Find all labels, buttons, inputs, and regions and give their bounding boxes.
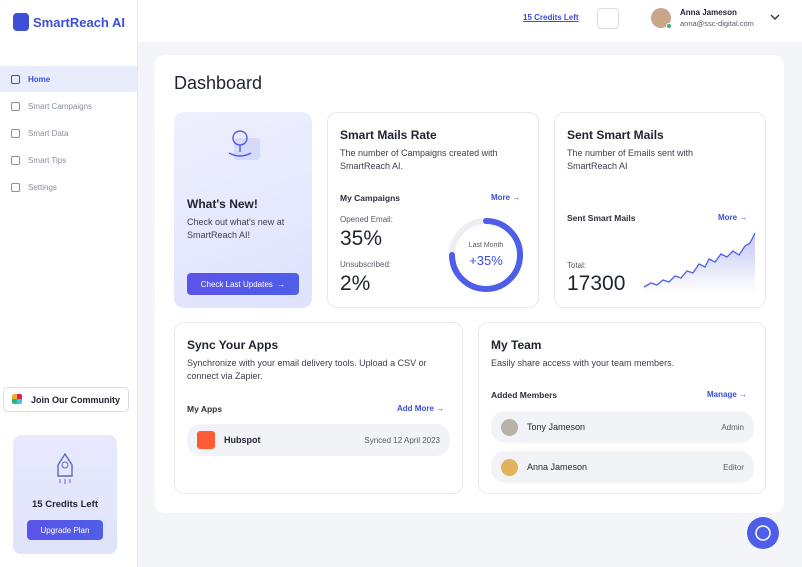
card-text: Easily share access with your team membe… [491,358,675,368]
stat-value: 35% [340,227,383,250]
card-text: Synchronize with your email delivery too… [187,358,427,381]
page-title: Dashboard [174,73,263,93]
my-team-card: My Team Easily share access with your te… [478,322,766,494]
user-menu-toggle[interactable] [770,13,780,21]
section-title: Sent Smart Mails [567,213,636,223]
slack-icon [12,394,22,404]
nav-label: Smart Data [28,128,69,138]
app-status: Synced 12 April 2023 [364,435,440,445]
app-name: Hubspot [224,435,261,445]
button-label: Check Last Updates [200,279,273,289]
credits-text: 15 Credits Left [32,499,98,510]
section-title: My Apps [187,404,223,414]
stat-value: 17300 [567,272,626,295]
card-title: Smart Mails Rate [340,128,437,142]
section-title: My Campaigns [340,193,400,203]
member-avatar [501,418,518,436]
nav-icon [11,74,20,84]
progress-ring [449,218,523,292]
notification-button[interactable] [597,8,619,29]
credits-link[interactable]: 15 Credits Left [523,13,579,22]
sync-apps-card: Sync Your Apps Synchronize with your ema… [174,322,463,494]
card-title: Sync Your Apps [187,338,279,352]
nav-icon [11,182,20,192]
nav-label: Smart Tips [28,155,67,165]
nav-item[interactable]: Smart Tips [0,147,137,173]
whats-new-card: What's New! Check out what's new at Smar… [174,112,312,308]
member-avatar [501,458,518,476]
link-label: Manage [707,390,737,399]
more-link[interactable]: More → [491,193,521,202]
status-dot [666,23,672,29]
nav-item[interactable]: Smart Data [0,120,137,146]
member-name: Tony Jameson [527,422,586,432]
nav-item[interactable]: Home [0,66,137,92]
chat-button[interactable] [747,517,779,549]
whats-new-icon [228,130,260,160]
card-text: The number of Campaigns created with Sma… [340,148,498,171]
stat-value: 2% [340,272,371,295]
card-title: What's New! [187,197,258,211]
sent-mails-card: Sent Smart Mails The number of Emails se… [554,112,766,308]
manage-link[interactable]: Manage → [707,390,748,399]
card-title: Sent Smart Mails [567,128,664,142]
link-label: More [491,193,511,202]
card-title: My Team [491,338,542,352]
chat-icon [755,525,771,541]
member-row: Tony Jameson Admin [491,411,754,443]
sparkline [643,232,756,293]
member-role: Editor [723,462,744,472]
app-logo [197,431,215,449]
nav-icon [11,155,20,165]
link-label: Add More [397,404,434,413]
header: 15 Credits Left Anna Jameson anna@ssc-di… [138,0,802,42]
nav-item[interactable]: Settings [0,174,137,200]
brand: SmartReach AI [33,15,125,30]
nav-item[interactable]: Smart Campaigns [0,93,137,119]
link-label: More [718,213,738,222]
mails-rate-card: Smart Mails Rate The number of Campaigns… [327,112,539,308]
member-name: Anna Jameson [527,462,588,472]
user-name: Anna Jameson [680,8,737,17]
logo [13,13,29,31]
credits-card: 15 Credits Left Upgrade Plan [13,435,117,554]
ring-value: +35% [469,253,503,268]
sidebar: SmartReach AI Home Smart Campaigns Smart D… [0,0,138,567]
stat-label: Total: [567,261,587,270]
rocket-icon [57,452,73,484]
upgrade-button[interactable]: Upgrade Plan [27,520,103,540]
ring-label: Last Month [468,242,504,249]
nav-label: Home [28,74,51,84]
stat-label: Unsubscribed: [340,260,392,269]
more-link[interactable]: More → [718,213,748,222]
user-email: anna@ssc-digital.com [680,19,754,28]
member-role: Admin [721,422,744,432]
card-text: Check out what's new at SmartReach AI! [187,217,285,240]
member-row: Anna Jameson Editor [491,451,754,483]
card-text: The number of Emails sent with SmartReac… [567,148,694,171]
nav-label: Smart Campaigns [28,101,93,111]
app-row: Hubspot Synced 12 April 2023 [187,424,450,456]
nav-icon [11,128,20,138]
community-button[interactable]: Join Our Community [3,387,129,412]
nav-icon [11,101,20,111]
add-more-link[interactable]: Add More → [397,404,445,413]
stat-label: Opened Email: [340,215,393,224]
updates-button[interactable]: Check Last Updates → [187,273,299,295]
section-title: Added Members [491,390,558,400]
nav-label: Settings [28,182,57,192]
